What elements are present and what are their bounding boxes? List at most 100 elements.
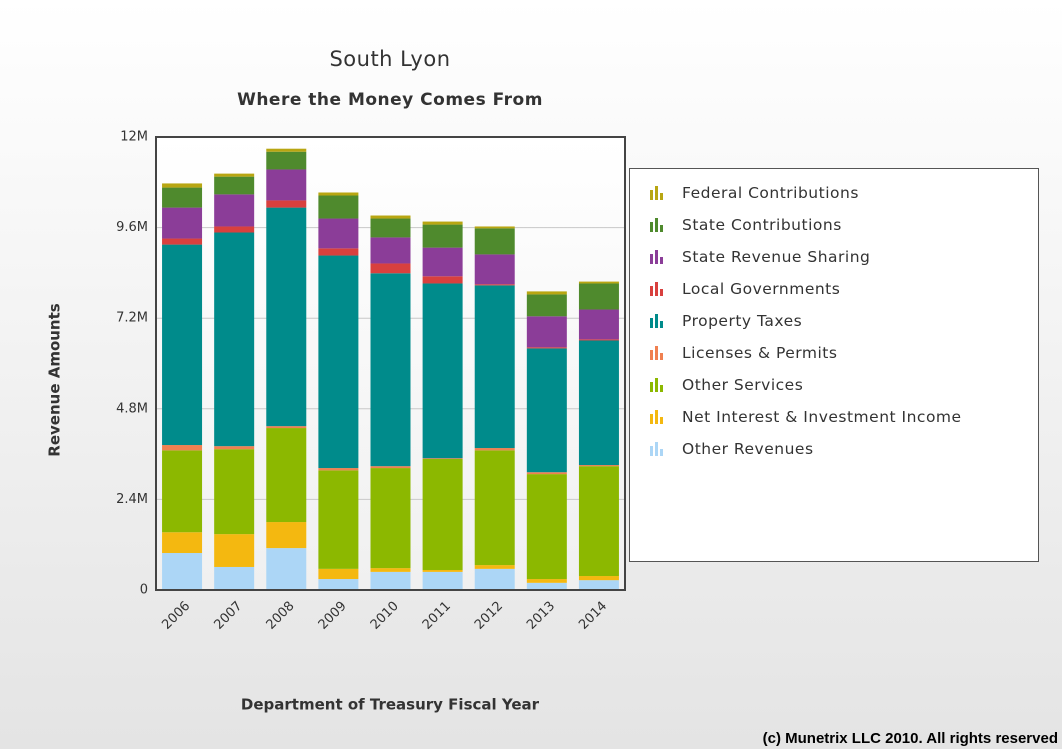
chart-title: South Lyon [329, 47, 450, 71]
plot-border [155, 136, 626, 591]
bar-segment [422, 247, 463, 277]
bar-segment [422, 283, 463, 459]
bar-segment [422, 569, 463, 572]
bar-segment [370, 468, 411, 569]
legend-swatch [650, 442, 664, 456]
bar-segment [474, 450, 515, 566]
chart-subtitle: Where the Money Comes From [237, 90, 543, 110]
bar-segment [526, 347, 567, 349]
bar-segment [214, 534, 255, 567]
bar-segment [214, 226, 255, 233]
legend-swatch [650, 346, 664, 360]
bar-segment [422, 221, 463, 225]
bar-segment [474, 254, 515, 285]
bar-segment [578, 339, 619, 341]
bars [162, 148, 619, 590]
bar-segment [318, 568, 359, 580]
bar-segment [526, 474, 567, 580]
bar-segment [162, 207, 203, 239]
legend-item: Federal Contributions [650, 177, 1038, 209]
bar-segment [318, 470, 359, 569]
legend-label: Licenses & Permits [682, 344, 838, 362]
bar-segment [578, 340, 619, 466]
bar-segment [214, 566, 255, 590]
legend-item: Other Services [650, 369, 1038, 401]
bar-segment [162, 445, 203, 451]
legend-item: Net Interest & Investment Income [650, 401, 1038, 433]
bar-segment [318, 579, 359, 590]
legend-swatch [650, 378, 664, 392]
bar-segment [266, 169, 307, 201]
y-tick-label: 9.6M [116, 220, 148, 235]
bar-segment [318, 195, 359, 219]
bar-segment [266, 151, 307, 170]
bar-segment [162, 244, 203, 446]
legend-swatch [650, 282, 664, 296]
legend-label: State Contributions [682, 216, 842, 234]
bar-segment [526, 472, 567, 475]
bar-segment [474, 226, 515, 229]
x-tick-label: 2008 [264, 599, 298, 633]
legend-label: Other Revenues [682, 440, 814, 458]
bar-segment [578, 576, 619, 581]
bar-segment [318, 192, 359, 196]
bar-segment [214, 446, 255, 450]
bar-segment [526, 316, 567, 348]
bar-segment [318, 248, 359, 256]
bar-segment [214, 173, 255, 177]
legend-label: State Revenue Sharing [682, 248, 871, 266]
bar-segment [474, 448, 515, 451]
x-tick-label: 2007 [211, 599, 245, 633]
bar-segment [214, 232, 255, 447]
legend-item: Property Taxes [650, 305, 1038, 337]
legend-label: Federal Contributions [682, 184, 859, 202]
bar-segment [526, 291, 567, 295]
y-tick-label: 0 [140, 583, 148, 598]
bar-segment [370, 568, 411, 572]
bar-segment [214, 176, 255, 195]
bar-segment [578, 465, 619, 467]
bar-segment [266, 522, 307, 549]
bar-segment [474, 565, 515, 569]
x-tick-label: 2011 [420, 599, 454, 633]
bar-segment [318, 218, 359, 249]
x-tick-label: 2006 [159, 599, 193, 633]
bar-segment [422, 571, 463, 590]
legend-item: State Contributions [650, 209, 1038, 241]
bar-segment [526, 579, 567, 583]
y-tick-label: 2.4M [116, 492, 148, 507]
bar-segment [266, 148, 307, 152]
bar-segment [422, 458, 463, 460]
bar-segment [422, 224, 463, 248]
footer: (c) Munetrix LLC 2010. All rights reserv… [762, 730, 1058, 747]
bar-segment [578, 580, 619, 590]
x-tick-label: 2014 [576, 599, 610, 633]
legend-swatch [650, 250, 664, 264]
bar-segment [370, 571, 411, 590]
bar-segment [474, 284, 515, 286]
bar-segment [162, 183, 203, 188]
bar-segment [318, 255, 359, 469]
bar-segment [266, 200, 307, 208]
bar-segment [474, 285, 515, 449]
x-tick-label: 2010 [368, 599, 402, 633]
bar-segment [370, 273, 411, 467]
bar-segment [526, 294, 567, 317]
y-tick-label: 7.2M [116, 311, 148, 326]
bar-segment [370, 237, 411, 264]
legend-item: Local Governments [650, 273, 1038, 305]
y-tick-label: 4.8M [116, 401, 148, 416]
bar-segment [370, 466, 411, 469]
x-axis-label: Department of Treasury Fiscal Year [241, 696, 540, 714]
bar-segment [266, 428, 307, 523]
bar-segment [526, 348, 567, 473]
legend-swatch [650, 186, 664, 200]
x-tick-label: 2013 [524, 599, 558, 633]
x-tick-label: 2009 [316, 599, 350, 633]
legend-swatch [650, 218, 664, 232]
bar-segment [214, 449, 255, 535]
bar-segment [422, 459, 463, 570]
legend-swatch [650, 314, 664, 328]
